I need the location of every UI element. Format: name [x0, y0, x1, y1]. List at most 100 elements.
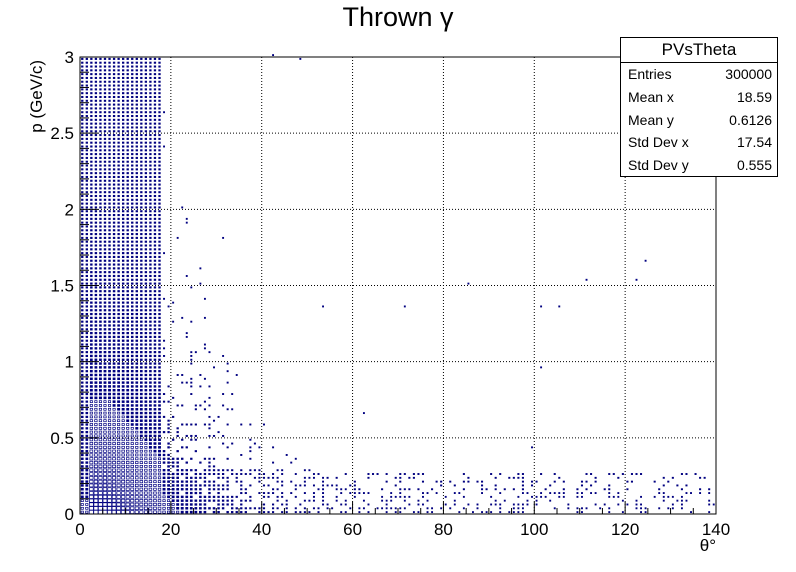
histogram-bin	[671, 507, 674, 510]
histogram-bin	[140, 191, 143, 194]
histogram-bin	[108, 366, 111, 369]
histogram-bin	[117, 103, 120, 106]
histogram-bin	[98, 479, 103, 484]
histogram-bin	[85, 244, 88, 247]
histogram-bin	[112, 145, 116, 148]
histogram-bin	[98, 491, 103, 495]
histogram-bin	[99, 141, 102, 144]
histogram-bin	[149, 339, 152, 342]
histogram-bin	[126, 335, 129, 339]
histogram-bin	[158, 332, 161, 335]
histogram-bin	[107, 487, 112, 492]
histogram-bin	[112, 426, 116, 430]
histogram-bin	[272, 492, 275, 495]
histogram-bin	[158, 301, 161, 304]
histogram-bin	[135, 434, 139, 438]
histogram-bin	[121, 248, 125, 251]
histogram-bin	[116, 487, 121, 491]
histogram-bin	[117, 202, 120, 205]
histogram-bin	[135, 194, 138, 198]
histogram-bin	[149, 415, 152, 419]
histogram-bin	[81, 282, 84, 285]
histogram-bin	[121, 370, 125, 373]
histogram-bin	[158, 145, 161, 148]
histogram-bin	[117, 369, 120, 373]
histogram-bin	[126, 107, 129, 110]
histogram-bin	[140, 107, 143, 110]
histogram-bin	[117, 388, 121, 392]
histogram-bin	[130, 461, 134, 465]
histogram-bin	[99, 194, 102, 198]
histogram-bin	[81, 240, 84, 243]
histogram-bin	[99, 305, 102, 308]
histogram-bin	[81, 381, 84, 384]
histogram-bin	[85, 328, 89, 331]
histogram-bin	[203, 480, 207, 483]
histogram-bin	[89, 377, 93, 381]
histogram-bin	[517, 495, 520, 498]
histogram-bin	[103, 221, 107, 224]
histogram-bin	[144, 332, 148, 335]
histogram-bin	[149, 137, 152, 140]
histogram-bin	[131, 134, 134, 137]
histogram-bin	[140, 240, 143, 243]
histogram-bin	[322, 503, 325, 506]
histogram-bin	[85, 377, 89, 380]
histogram-bin	[272, 488, 275, 491]
histogram-bin	[85, 76, 88, 79]
histogram-bin	[94, 293, 98, 297]
histogram-bin	[153, 202, 157, 205]
histogram-bin	[144, 347, 148, 350]
histogram-bin	[116, 445, 121, 449]
histogram-bin	[221, 484, 225, 487]
histogram-bin	[94, 236, 98, 239]
histogram-bin	[112, 388, 116, 392]
histogram-bin	[85, 332, 89, 335]
histogram-bin	[171, 472, 175, 476]
histogram-bin	[121, 183, 125, 186]
histogram-bin	[476, 507, 479, 510]
histogram-bin	[80, 480, 84, 483]
histogram-bin	[267, 511, 270, 514]
histogram-bin	[312, 507, 315, 510]
histogram-bin	[108, 187, 111, 190]
histogram-bin	[521, 480, 524, 483]
histogram-bin	[217, 476, 220, 479]
histogram-bin	[103, 210, 107, 213]
histogram-bin	[90, 115, 93, 118]
histogram-bin	[117, 255, 120, 258]
histogram-bin	[122, 95, 125, 99]
histogram-bin	[89, 438, 94, 442]
histogram-bin	[158, 377, 161, 380]
histogram-bin	[399, 488, 402, 491]
histogram-bin	[107, 411, 112, 415]
histogram-bin	[89, 442, 94, 446]
histogram-bin	[99, 229, 102, 232]
histogram-bin	[212, 507, 216, 510]
histogram-bin	[85, 274, 88, 278]
histogram-bin	[121, 389, 125, 392]
histogram-bin	[630, 480, 633, 483]
histogram-bin	[148, 491, 153, 495]
histogram-bin	[149, 354, 152, 358]
histogram-bin	[130, 343, 134, 346]
histogram-bin	[112, 312, 116, 316]
histogram-bin	[158, 366, 161, 369]
histogram-bin	[126, 324, 129, 327]
histogram-bin	[99, 358, 102, 361]
histogram-bin	[130, 449, 134, 453]
histogram-bin	[485, 488, 488, 491]
histogram-bin	[149, 366, 152, 369]
histogram-bin	[140, 255, 143, 258]
histogram-bin	[162, 487, 166, 491]
histogram-bin	[98, 396, 102, 400]
histogram-bin	[285, 503, 288, 506]
histogram-bin	[131, 206, 134, 209]
histogram-bin	[167, 469, 170, 472]
histogram-bin	[98, 498, 103, 503]
histogram-bin	[281, 480, 284, 483]
histogram-bin	[130, 468, 134, 472]
histogram-bin	[131, 153, 134, 156]
histogram-bin	[81, 69, 84, 72]
histogram-bin	[117, 396, 121, 400]
